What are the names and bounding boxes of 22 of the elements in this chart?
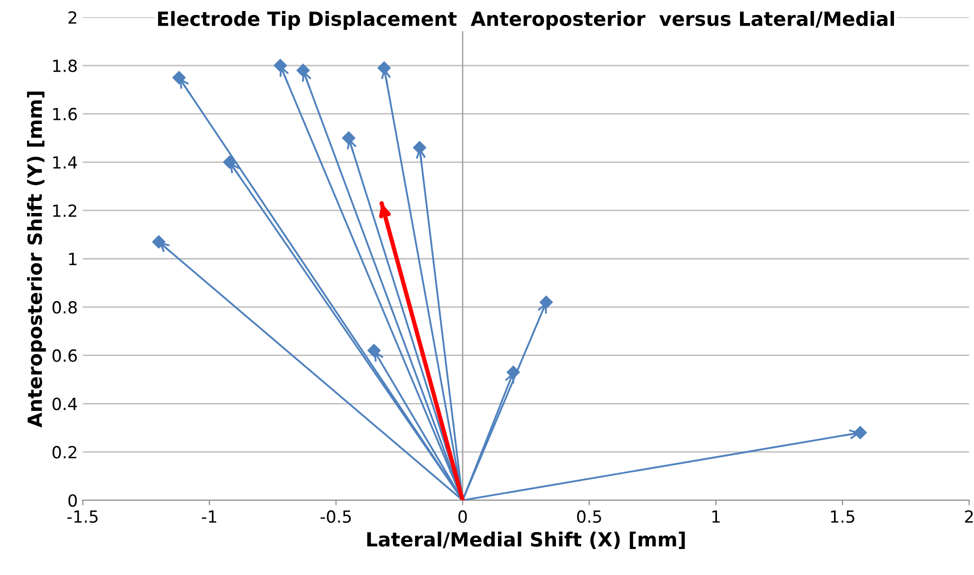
x-tick-label: -1.5 <box>67 510 98 523</box>
x-tick-label: 1 <box>712 510 720 523</box>
chart-title: Electrode Tip Displacement Anteroposterior versus Lateral/Medial <box>158 11 894 30</box>
x-tick-label: -0.5 <box>320 510 351 523</box>
y-tick-label: 0.6 <box>52 349 77 362</box>
y-tick-label: 0 <box>68 494 77 507</box>
y-tick-label: 1.8 <box>53 60 77 72</box>
y-tick-label: 2 <box>68 11 76 24</box>
x-tick-label: 0.5 <box>577 510 602 523</box>
x-axis-title: Lateral/Medial Shift (X) [mm] <box>367 532 685 549</box>
y-tick-label: 1.4 <box>53 156 77 168</box>
y-tick-label: 0.4 <box>52 398 77 410</box>
y-tick-label: 1.6 <box>53 108 77 120</box>
y-tick-label: 1.2 <box>53 204 76 217</box>
y-axis-title: Anteroposterior Shift (Y) [mm] <box>27 92 46 428</box>
y-tick-label: 1 <box>69 252 76 266</box>
x-tick-label: 2 <box>965 510 973 523</box>
y-tick-label: 0.2 <box>52 446 76 459</box>
x-tick-label: 1.5 <box>831 510 854 523</box>
y-tick-label: 0.8 <box>52 301 77 314</box>
x-tick-label: 0 <box>458 510 467 523</box>
x-tick-label: -1 <box>202 510 216 523</box>
